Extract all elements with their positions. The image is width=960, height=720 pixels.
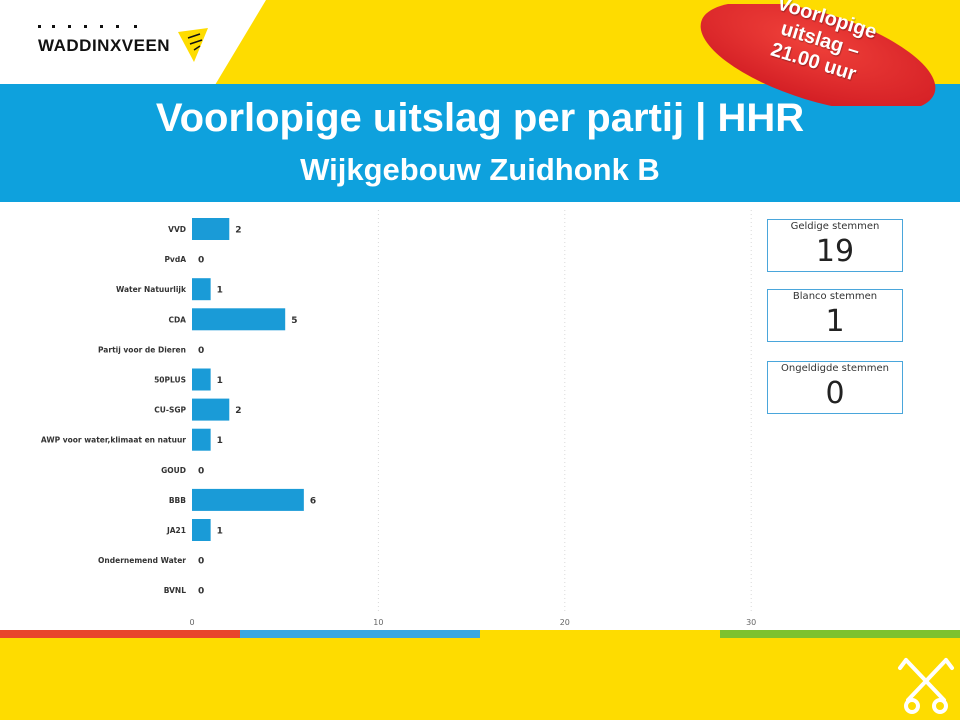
category-label: GOUD — [161, 466, 186, 475]
kpi-invalid-votes: Ongeldigde stemmen 0 — [767, 361, 903, 414]
kpi-label: Blanco stemmen — [792, 291, 878, 302]
x-tick-label: 0 — [189, 618, 194, 627]
x-tick-label: 10 — [373, 618, 383, 627]
bar — [192, 519, 211, 541]
page-title: Voorlopige uitslag per partij | HHR — [155, 96, 805, 140]
page-subtitle: Wijkgebouw Zuidhonk B — [300, 152, 660, 187]
category-label: PvdA — [164, 255, 186, 264]
kpi-blank-votes: Blanco stemmen 1 — [767, 289, 903, 342]
stripe-blue — [240, 630, 480, 638]
kpi-label: Ongeldigde stemmen — [781, 363, 889, 374]
bar — [192, 218, 230, 240]
x-tick-label: 30 — [746, 618, 756, 627]
data-label: 5 — [291, 316, 297, 326]
bar — [192, 368, 211, 391]
category-label: VVD — [168, 225, 186, 234]
header-white-shape — [0, 0, 266, 90]
data-label: 0 — [198, 587, 204, 597]
category-label: BVNL — [164, 586, 186, 595]
category-label: JA21 — [166, 526, 186, 535]
data-label: 2 — [235, 226, 241, 236]
data-label: 0 — [198, 557, 204, 567]
logo-dots-decoration — [38, 25, 137, 28]
data-label: 0 — [198, 256, 204, 266]
category-label: CDA — [168, 315, 186, 324]
kpi-label: Geldige stemmen — [790, 221, 880, 232]
kpi-value: 19 — [815, 234, 855, 269]
data-label: 0 — [198, 346, 204, 356]
logo-emblem-icon — [178, 28, 208, 62]
logo-text: WADDINXVEEN — [38, 36, 171, 55]
category-label: AWP voor water,klimaat en natuur — [41, 436, 186, 445]
bar — [192, 428, 211, 451]
data-label: 2 — [235, 406, 241, 416]
bar — [192, 398, 230, 421]
category-label: BBB — [169, 496, 186, 505]
chart-panel: 0 10 20 30 VVD 2 PvdA 0 Water Natuurlijk 1 CDA 5 Par… — [0, 202, 960, 630]
data-label: 6 — [310, 496, 316, 506]
category-label: Water Natuurlijk — [116, 285, 187, 294]
header-band — [0, 84, 960, 202]
kpi-value: 1 — [825, 304, 845, 339]
data-label: 0 — [198, 466, 204, 476]
stripe-yellow — [480, 630, 720, 638]
category-label: Partij voor de Dieren — [98, 345, 186, 354]
stripe-red — [0, 630, 240, 638]
data-label: 1 — [217, 527, 223, 537]
data-label: 1 — [217, 286, 223, 296]
data-label: 1 — [217, 436, 223, 446]
category-label: CU-SGP — [154, 406, 186, 415]
bar — [192, 278, 211, 301]
stripe-green — [720, 630, 960, 638]
category-label: 50PLUS — [154, 376, 186, 385]
kpi-valid-votes: Geldige stemmen 19 — [767, 219, 903, 272]
bar — [192, 308, 286, 331]
x-tick-label: 20 — [560, 618, 570, 627]
preliminary-badge — [700, 4, 936, 106]
kpi-value: 0 — [825, 376, 845, 411]
color-stripes — [0, 630, 960, 638]
data-label: 1 — [217, 376, 223, 386]
bar — [192, 488, 304, 511]
crossed-keys-icon — [898, 658, 954, 714]
category-label: Ondernemend Water — [98, 556, 186, 565]
